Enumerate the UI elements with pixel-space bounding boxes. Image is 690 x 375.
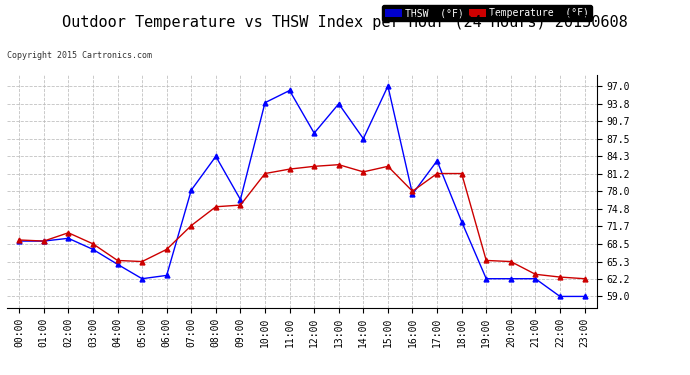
Text: Outdoor Temperature vs THSW Index per Hour (24 Hours) 20150608: Outdoor Temperature vs THSW Index per Ho… [62, 15, 628, 30]
Legend: THSW  (°F), Temperature  (°F): THSW (°F), Temperature (°F) [382, 6, 592, 21]
Text: Copyright 2015 Cartronics.com: Copyright 2015 Cartronics.com [7, 51, 152, 60]
